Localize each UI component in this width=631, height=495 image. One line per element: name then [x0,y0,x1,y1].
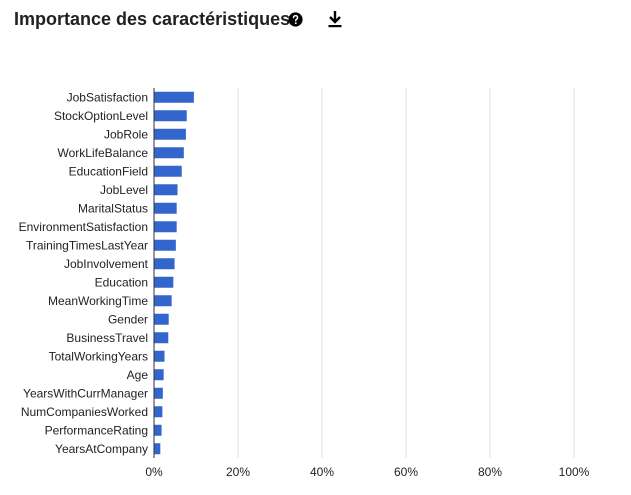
bar [154,221,177,233]
category-label: EducationField [69,164,148,178]
category-label: Education [95,275,148,289]
bar [154,313,169,325]
category-label: EnvironmentSatisfaction [19,220,148,234]
category-label: TrainingTimesLastYear [26,238,148,252]
x-tick-label: 80% [478,465,502,479]
download-icon-glyph [328,11,342,28]
x-tick-label: 0% [145,465,163,479]
category-label: JobSatisfaction [67,90,148,104]
help-circle-icon-glyph [287,11,303,27]
bar [154,369,164,381]
bar [154,128,186,140]
category-label: PerformanceRating [45,423,148,437]
bar [154,276,174,288]
category-label: StockOptionLevel [54,109,148,123]
category-label: JobLevel [100,183,148,197]
x-tick-label: 40% [310,465,334,479]
chart-title: Importance des caractéristiques [14,8,291,29]
chart-header: Importance des caractéristiques [14,4,290,34]
bar [154,239,176,251]
bar [154,406,163,418]
category-label: MeanWorkingTime [48,294,148,308]
bar [154,184,178,196]
download-icon[interactable] [325,9,345,29]
category-label: Gender [108,312,148,326]
bar [154,165,182,177]
category-label: NumCompaniesWorked [21,405,148,419]
x-tick-label: 20% [226,465,250,479]
category-label: JobInvolvement [64,257,149,271]
category-label: YearsWithCurrManager [23,386,148,400]
category-label: JobRole [104,127,148,141]
category-label: Age [127,368,149,382]
help-circle-icon[interactable] [285,9,305,29]
x-tick-label: 60% [394,465,418,479]
bar [154,202,177,214]
bar [154,147,184,159]
category-label: MaritalStatus [78,201,148,215]
bar [154,110,187,122]
category-label: BusinessTravel [66,331,148,345]
bar [154,443,161,455]
bar [154,424,162,436]
category-label: WorkLifeBalance [58,146,149,160]
category-label: TotalWorkingYears [49,349,148,363]
bar [154,332,169,344]
x-tick-label: 100% [559,465,590,479]
bar [154,295,172,307]
bar [154,91,194,103]
bar [154,258,175,270]
bar [154,350,165,362]
bar [154,387,163,399]
category-label: YearsAtCompany [55,442,148,456]
